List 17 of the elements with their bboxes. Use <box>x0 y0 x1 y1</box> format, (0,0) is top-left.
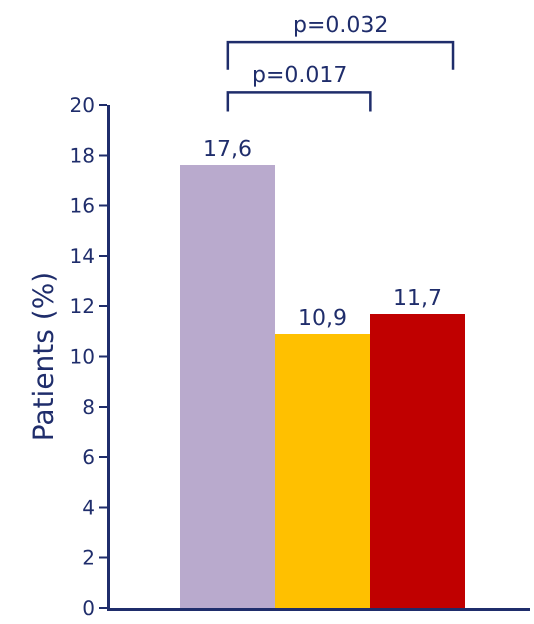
data-label: 17,6 <box>203 137 252 162</box>
text: p=0.017 <box>252 63 348 88</box>
y-tick-label: 18 <box>70 143 95 168</box>
data-label: 11,7 <box>393 286 442 311</box>
data-label: 10,9 <box>298 306 347 331</box>
y-axis-title: Patients (%) <box>27 272 60 442</box>
y-tick-label: 12 <box>70 294 95 318</box>
y-tick-label: 16 <box>70 194 95 218</box>
y-tick-label: 0 <box>82 596 95 620</box>
y-tick-label: 6 <box>82 445 95 470</box>
y-tick-label: 10 <box>70 344 95 368</box>
text: p=0.032 <box>293 13 388 38</box>
y-tick-label: 14 <box>70 244 95 268</box>
y-tick-label: 8 <box>82 394 95 419</box>
y-tick-label: 4 <box>82 495 95 520</box>
y-tick-label: 2 <box>82 546 95 570</box>
y-tick-label: 20 <box>70 93 95 117</box>
